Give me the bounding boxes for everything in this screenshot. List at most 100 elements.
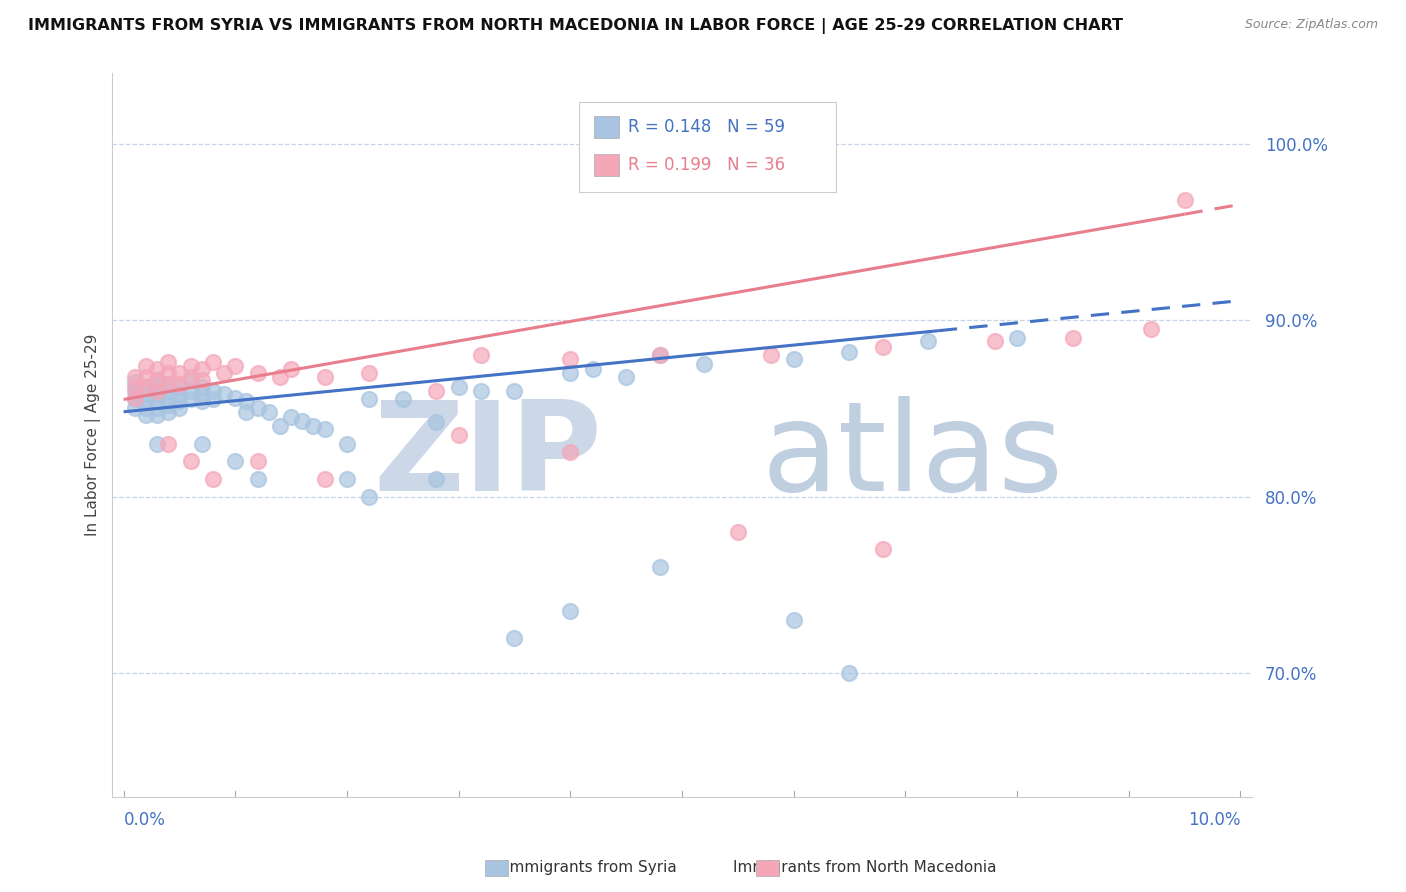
Point <box>157 384 180 398</box>
Point <box>224 359 246 373</box>
Point <box>503 631 526 645</box>
Point <box>190 373 212 387</box>
Text: atlas: atlas <box>762 396 1064 517</box>
Point <box>582 362 605 376</box>
Point <box>135 369 157 384</box>
Point <box>470 348 492 362</box>
Point <box>257 405 280 419</box>
Point <box>614 369 637 384</box>
Point <box>157 398 180 412</box>
Point <box>157 376 180 391</box>
Point <box>146 362 169 376</box>
Point <box>146 380 169 394</box>
Point <box>190 387 212 401</box>
Point <box>124 384 146 398</box>
FancyBboxPatch shape <box>579 102 835 193</box>
Point <box>146 387 169 401</box>
Point <box>359 366 381 380</box>
Text: R = 0.148   N = 59: R = 0.148 N = 59 <box>628 119 786 136</box>
Point <box>425 384 447 398</box>
Point <box>201 472 224 486</box>
Point <box>425 416 447 430</box>
Point <box>470 384 492 398</box>
Point <box>983 334 1005 349</box>
Point <box>314 472 336 486</box>
Point <box>124 391 146 405</box>
Point <box>838 665 860 680</box>
Point <box>146 373 169 387</box>
Point <box>135 380 157 394</box>
Point <box>302 419 325 434</box>
Point <box>838 344 860 359</box>
Point <box>169 387 191 401</box>
Point <box>235 405 257 419</box>
Point <box>1062 331 1084 345</box>
Point <box>201 392 224 407</box>
Point <box>246 472 269 486</box>
Text: R = 0.199   N = 36: R = 0.199 N = 36 <box>628 156 786 174</box>
Point <box>180 454 202 468</box>
Point <box>135 359 157 373</box>
Point <box>280 362 302 376</box>
Point <box>135 394 157 409</box>
Point <box>648 560 671 574</box>
Point <box>190 362 212 376</box>
Point <box>359 392 381 407</box>
Point <box>180 369 202 384</box>
Point <box>157 376 180 391</box>
Point <box>782 351 804 366</box>
Text: IMMIGRANTS FROM SYRIA VS IMMIGRANTS FROM NORTH MACEDONIA IN LABOR FORCE | AGE 25: IMMIGRANTS FROM SYRIA VS IMMIGRANTS FROM… <box>28 18 1123 34</box>
Point <box>135 387 157 401</box>
Point <box>146 409 169 423</box>
Point <box>135 380 157 394</box>
Point <box>560 445 582 459</box>
Point <box>212 387 235 401</box>
Point <box>212 366 235 380</box>
Point <box>180 384 202 398</box>
Point <box>269 369 291 384</box>
Point <box>291 414 314 428</box>
Point <box>246 366 269 380</box>
Point <box>124 369 146 384</box>
Point <box>246 454 269 468</box>
Point <box>336 472 359 486</box>
Point <box>124 380 146 394</box>
Point <box>1140 322 1163 336</box>
Text: Source: ZipAtlas.com: Source: ZipAtlas.com <box>1244 18 1378 31</box>
Point <box>201 384 224 398</box>
Point <box>180 392 202 407</box>
Point <box>761 348 783 362</box>
Point <box>503 384 526 398</box>
Point <box>146 394 169 409</box>
Point <box>1005 331 1028 345</box>
Point <box>447 427 470 442</box>
Point <box>124 375 146 389</box>
Point <box>157 366 180 380</box>
Point <box>190 394 212 409</box>
Point <box>180 359 202 373</box>
Point <box>648 348 671 362</box>
Point <box>917 334 939 349</box>
Point <box>157 391 180 405</box>
Point <box>336 436 359 450</box>
FancyBboxPatch shape <box>595 154 619 176</box>
Point <box>169 366 191 380</box>
Point <box>782 613 804 627</box>
Point <box>359 490 381 504</box>
Text: 10.0%: 10.0% <box>1188 811 1240 829</box>
Point <box>425 472 447 486</box>
Point <box>872 542 894 557</box>
Point <box>235 394 257 409</box>
Point <box>157 355 180 369</box>
Point <box>872 339 894 353</box>
Point <box>190 380 212 394</box>
Text: Immigrants from North Macedonia: Immigrants from North Macedonia <box>733 860 997 874</box>
Point <box>280 410 302 425</box>
Point <box>169 380 191 394</box>
Point <box>157 405 180 419</box>
Point <box>224 391 246 405</box>
Point <box>169 401 191 416</box>
Point <box>391 392 413 407</box>
Point <box>190 436 212 450</box>
Point <box>648 348 671 362</box>
